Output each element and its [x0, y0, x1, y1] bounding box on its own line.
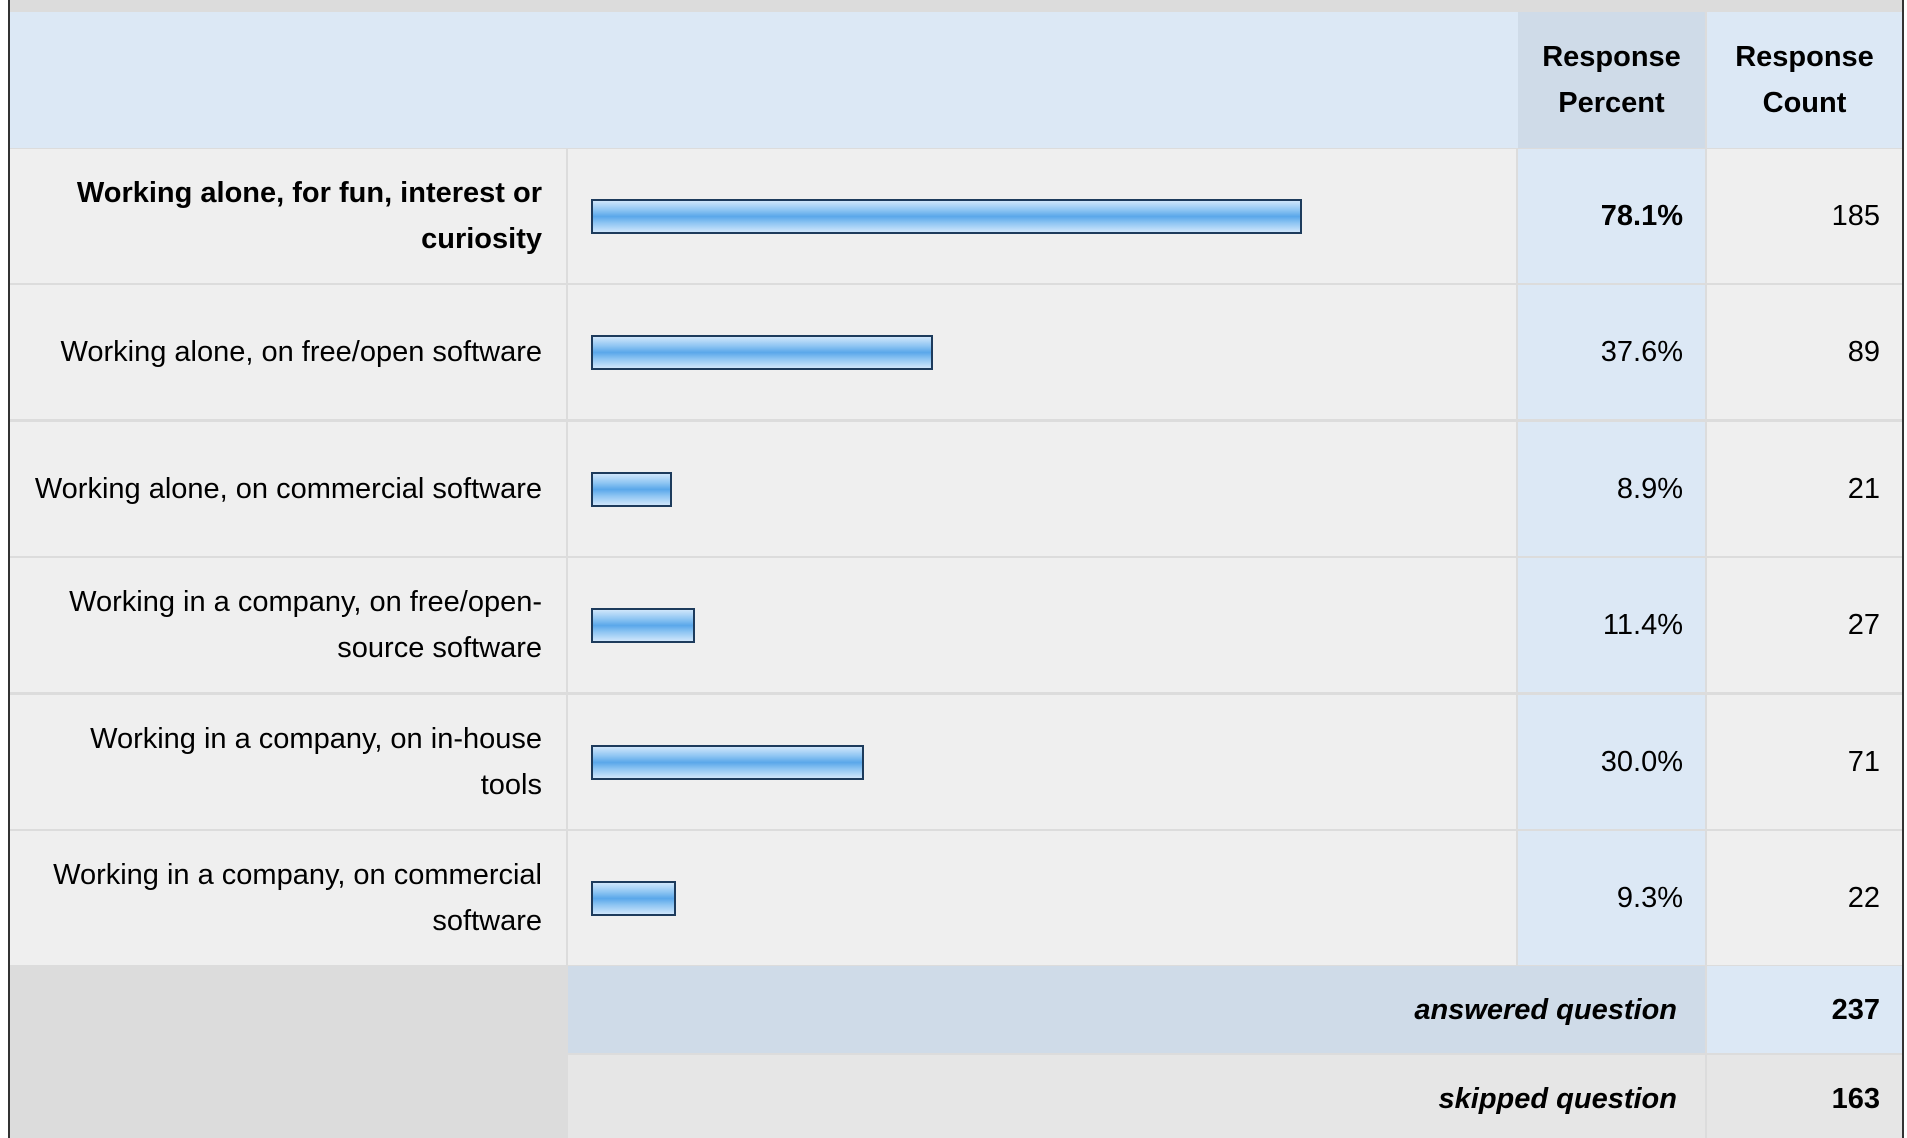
bar — [591, 608, 695, 643]
row-label-text: Working in a company, on in-house tools — [90, 723, 542, 801]
count-text: 89 — [1847, 336, 1880, 368]
count: 89 — [1707, 285, 1902, 419]
footer-blank — [10, 966, 566, 1053]
footer-count: 237 — [1707, 966, 1902, 1053]
count-text: 185 — [1831, 200, 1880, 232]
count: 71 — [1707, 695, 1902, 829]
bar — [591, 745, 864, 780]
bar-cell — [568, 558, 1516, 692]
footer-count-text: 163 — [1831, 1082, 1880, 1115]
percent-text: 8.9% — [1616, 473, 1683, 505]
count: 27 — [1707, 558, 1902, 692]
percent-text: 11.4% — [1602, 609, 1683, 641]
header-bg — [10, 12, 1518, 148]
footer-label: answered question — [568, 966, 1705, 1053]
footer-count-text: 237 — [1831, 993, 1880, 1026]
count: 21 — [1707, 422, 1902, 556]
count-text: 22 — [1847, 882, 1880, 914]
row-label: Working alone, on commercial software — [10, 422, 566, 556]
count-text: 27 — [1847, 609, 1880, 641]
bar — [591, 881, 676, 916]
footer-label: skipped question — [568, 1055, 1705, 1138]
bar — [591, 199, 1302, 234]
percent: 8.9% — [1518, 422, 1705, 556]
percent: 30.0% — [1518, 695, 1705, 829]
row-label: Working in a company, on free/open-sourc… — [10, 558, 566, 692]
row-label-text: Working alone, on free/open software — [60, 336, 542, 368]
percent: 37.6% — [1518, 285, 1705, 419]
bar-cell — [568, 422, 1516, 556]
header-percent-text: Response Percent — [1542, 41, 1681, 119]
percent: 9.3% — [1518, 831, 1705, 965]
count: 185 — [1707, 149, 1902, 283]
left-border — [8, 0, 10, 1138]
row-label-text: Working alone, on commercial software — [34, 473, 542, 505]
count-text: 21 — [1847, 473, 1880, 505]
header-count-text: Response Count — [1735, 41, 1874, 119]
footer-blank — [10, 1055, 566, 1138]
percent-text: 30.0% — [1600, 746, 1683, 778]
percent-text: 37.6% — [1600, 336, 1683, 368]
left-margin — [0, 0, 10, 1138]
bar — [591, 335, 934, 370]
row-label: Working in a company, on commercial soft… — [10, 831, 566, 965]
right-border — [1902, 0, 1904, 1138]
count: 22 — [1707, 831, 1902, 965]
row-label: Working alone, for fun, interest or curi… — [10, 149, 566, 283]
row-label-text: Working alone, for fun, interest or curi… — [76, 177, 542, 255]
right-margin — [1904, 0, 1907, 1138]
percent: 78.1% — [1518, 149, 1705, 283]
row-label: Working alone, on free/open software — [10, 285, 566, 419]
bar-cell — [568, 831, 1516, 965]
header-count: Response Count — [1707, 12, 1902, 148]
percent: 11.4% — [1518, 558, 1705, 692]
percent-text: 9.3% — [1616, 882, 1683, 914]
footer-label-text: answered question — [1414, 993, 1677, 1026]
bar — [591, 472, 672, 507]
percent-text: 78.1% — [1600, 200, 1683, 232]
count-text: 71 — [1847, 746, 1880, 778]
row-label-text: Working in a company, on commercial soft… — [53, 859, 542, 937]
header-percent: Response Percent — [1518, 12, 1705, 148]
row-label: Working in a company, on in-house tools — [10, 695, 566, 829]
footer-label-text: skipped question — [1438, 1082, 1677, 1115]
footer-count: 163 — [1707, 1055, 1902, 1138]
row-label-text: Working in a company, on free/open-sourc… — [69, 586, 542, 664]
